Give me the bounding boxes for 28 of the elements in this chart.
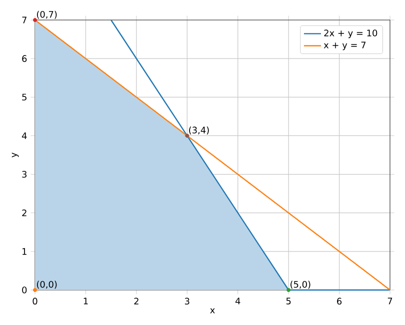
y-tick-label: 6: [22, 55, 27, 62]
x-tick-label: 2: [134, 298, 138, 304]
annotation: (3,4): [189, 126, 209, 135]
x-tick-label: 0: [32, 298, 38, 305]
legend-label: 2x + y = 10: [324, 30, 378, 38]
y-tick-label: 7: [22, 16, 26, 24]
y-tick-label: 0: [22, 286, 27, 294]
annotation: (0,0): [36, 280, 57, 289]
x-tick-label: 1: [84, 298, 88, 304]
x-tick-label: 5: [286, 298, 291, 304]
y-axis-title: y: [12, 152, 19, 158]
annotation: (5,0): [290, 280, 310, 289]
y-tick-label: 2: [22, 210, 26, 216]
legend-label: x + y = 7: [324, 42, 366, 50]
x-tick-label: 7: [388, 298, 392, 304]
y-tick-label: 1: [22, 248, 26, 255]
y-tick-label: 3: [22, 170, 27, 178]
point: [185, 134, 190, 138]
x-tick-label: 4: [235, 298, 240, 304]
x-tick-label: 3: [184, 298, 190, 305]
x-axis-title: x: [210, 308, 215, 314]
x-tick-label: 6: [337, 298, 342, 305]
annotation: (0,7): [36, 10, 57, 19]
point: [286, 288, 291, 292]
point: [33, 18, 37, 22]
y-tick-label: 5: [22, 94, 26, 100]
point: [33, 288, 37, 292]
y-tick-label: 4: [22, 132, 27, 139]
